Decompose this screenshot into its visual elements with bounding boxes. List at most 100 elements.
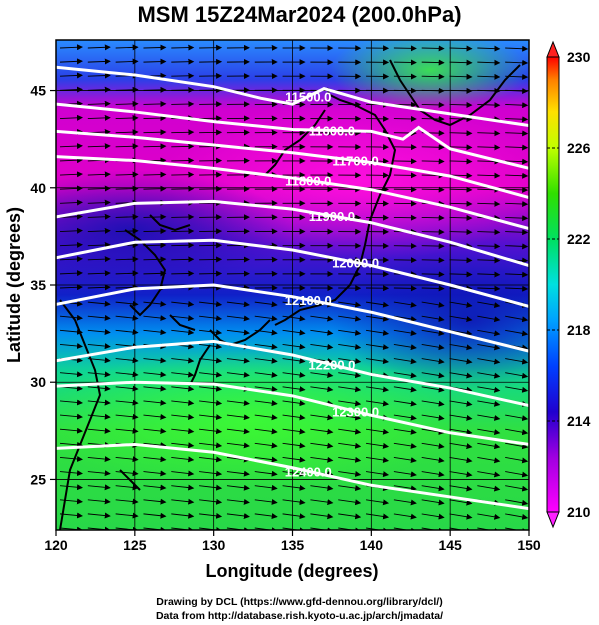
wind-arrow bbox=[421, 499, 445, 506]
wind-arrow bbox=[143, 329, 167, 336]
wind-arrow bbox=[421, 428, 445, 435]
wind-arrow bbox=[199, 301, 223, 308]
contour-label: 12100.0 bbox=[285, 293, 332, 308]
wind-arrow bbox=[59, 157, 83, 164]
wind-arrow bbox=[477, 372, 501, 379]
wind-arrow bbox=[393, 499, 417, 506]
wind-arrow bbox=[199, 456, 223, 463]
wind-arrow bbox=[87, 498, 111, 505]
wind-arrow bbox=[171, 58, 195, 65]
wind-arrow bbox=[477, 59, 501, 66]
wind-arrow bbox=[115, 413, 139, 420]
wind-arrow bbox=[282, 513, 306, 520]
wind-arrow bbox=[282, 484, 306, 491]
wind-arrow bbox=[505, 414, 529, 422]
wind-arrow bbox=[477, 144, 501, 151]
wind-arrow bbox=[449, 87, 473, 94]
x-tick-label: 120 bbox=[44, 537, 68, 553]
wind-arrow bbox=[171, 101, 195, 108]
wind-arrow bbox=[282, 357, 306, 364]
wind-arrow bbox=[59, 227, 83, 234]
wind-arrow bbox=[365, 386, 390, 393]
wind-arrow bbox=[171, 498, 195, 505]
wind-arrow bbox=[171, 214, 195, 221]
contour-line bbox=[56, 380, 529, 446]
wind-arrow bbox=[505, 386, 529, 393]
wind-arrow bbox=[421, 45, 445, 52]
wind-arrow bbox=[59, 256, 83, 263]
wind-arrow bbox=[115, 171, 139, 178]
wind-arrow bbox=[226, 357, 250, 364]
wind-arrow bbox=[449, 442, 473, 450]
wind-arrow bbox=[87, 256, 111, 263]
wind-arrow bbox=[87, 284, 111, 291]
wind-arrow bbox=[115, 470, 139, 477]
contour-line bbox=[56, 442, 529, 511]
wind-arrow bbox=[226, 442, 250, 449]
wind-arrow bbox=[143, 428, 167, 434]
contour-line bbox=[56, 238, 529, 308]
wind-arrow bbox=[143, 456, 167, 463]
wind-arrow bbox=[171, 44, 195, 51]
wind-arrow bbox=[505, 456, 529, 464]
wind-arrow bbox=[171, 456, 195, 463]
wind-arrow bbox=[254, 414, 278, 421]
wind-arrow bbox=[393, 400, 417, 407]
wind-arrow bbox=[143, 413, 167, 420]
wind-arrow bbox=[59, 241, 83, 248]
wind-arrow bbox=[338, 400, 362, 407]
contour-line bbox=[56, 102, 529, 170]
coastline bbox=[59, 59, 521, 530]
wind-arrow bbox=[282, 372, 306, 378]
wind-arrow bbox=[143, 357, 167, 364]
wind-arrow bbox=[115, 284, 139, 291]
wind-arrow bbox=[143, 371, 167, 378]
wind-arrow bbox=[199, 414, 223, 421]
wind-arrow bbox=[421, 386, 445, 393]
wind-arrow bbox=[171, 143, 195, 150]
wind-arrow bbox=[143, 300, 167, 307]
wind-arrow bbox=[477, 130, 501, 137]
wind-arrow bbox=[171, 371, 195, 378]
wind-arrow bbox=[421, 358, 445, 365]
wind-arrow bbox=[59, 484, 83, 491]
wind-arrow bbox=[282, 428, 306, 435]
wind-arrow bbox=[171, 428, 195, 435]
wind-arrow bbox=[505, 45, 529, 52]
wind-arrow bbox=[199, 498, 223, 505]
wind-arrow bbox=[505, 428, 529, 436]
wind-arrow bbox=[505, 499, 529, 506]
wind-arrow bbox=[365, 499, 390, 506]
contour-line bbox=[56, 129, 529, 199]
wind-arrow bbox=[421, 471, 445, 478]
wind-arrow bbox=[115, 143, 139, 150]
wind-arrow bbox=[477, 456, 501, 464]
wind-arrow bbox=[171, 256, 195, 263]
wind-arrow bbox=[477, 271, 501, 278]
wind-arrow bbox=[143, 385, 167, 392]
contour-label: 11500.0 bbox=[285, 89, 331, 104]
wind-arrow bbox=[115, 86, 139, 93]
wind-arrow bbox=[449, 301, 473, 308]
wind-arrow bbox=[254, 343, 278, 350]
wind-arrow bbox=[171, 414, 195, 420]
wind-arrow bbox=[171, 399, 195, 406]
wind-arrow bbox=[59, 498, 83, 505]
wind-arrow bbox=[449, 130, 473, 137]
x-tick-label: 125 bbox=[123, 537, 147, 553]
wind-arrow bbox=[87, 371, 111, 378]
wind-arrow bbox=[171, 526, 195, 530]
wind-arrow bbox=[115, 300, 139, 307]
wind-arrow bbox=[59, 270, 83, 277]
x-axis-ticks: 120 125 130 135 140 145 150 bbox=[44, 530, 541, 553]
wind-arrow bbox=[477, 257, 501, 264]
wind-arrow bbox=[393, 513, 417, 520]
wind-arrow bbox=[199, 512, 223, 519]
wind-arrow bbox=[143, 143, 167, 150]
wind-arrow bbox=[505, 172, 529, 179]
colorbar-tick-label: 218 bbox=[567, 322, 591, 338]
wind-arrow bbox=[143, 242, 167, 249]
wind-arrow bbox=[421, 73, 445, 80]
